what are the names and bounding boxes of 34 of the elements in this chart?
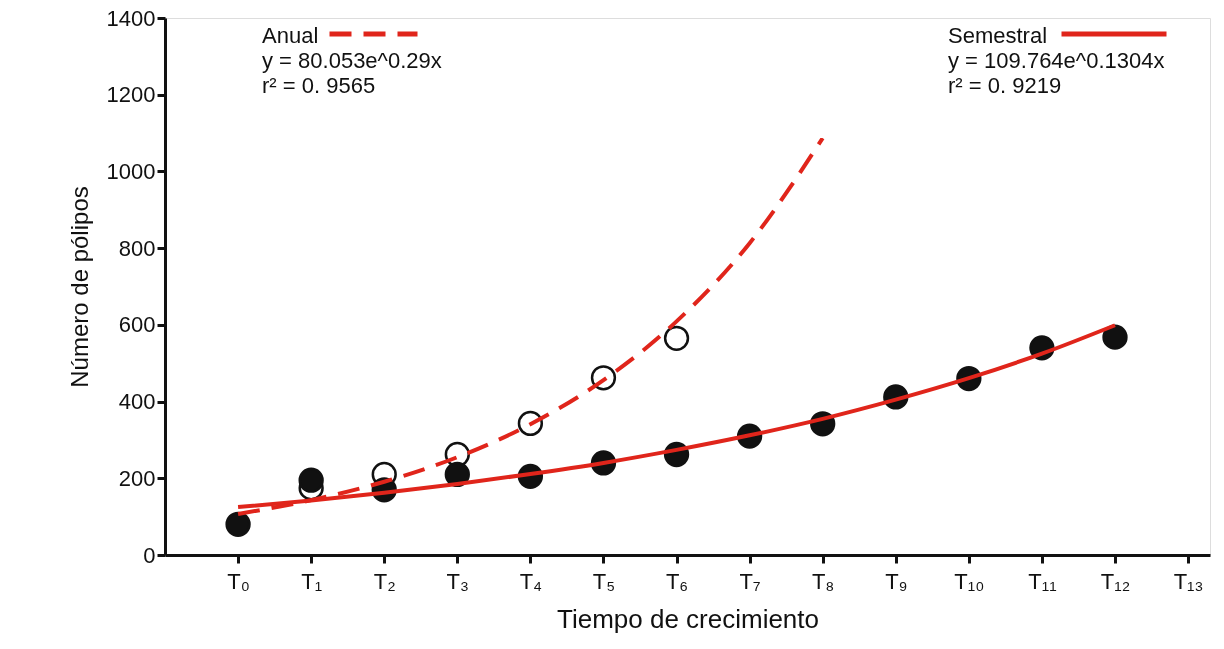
x-axis-title: Tiempo de crecimiento bbox=[556, 603, 820, 634]
y-tick-label: 400 bbox=[118, 389, 156, 415]
y-tick-label: 200 bbox=[118, 465, 156, 491]
annotation: r² = 0. 9565 bbox=[262, 73, 376, 98]
y-tick-label: 600 bbox=[118, 312, 156, 338]
x-tick-label: T₆ bbox=[665, 568, 689, 594]
legend-label: Semestral bbox=[948, 23, 1048, 48]
point bbox=[298, 467, 324, 493]
x-tick-label: T₂ bbox=[373, 568, 396, 594]
annotation: y = 109.764e^0.1304x bbox=[948, 48, 1165, 73]
point bbox=[225, 511, 251, 537]
y-tick-label: 1400 bbox=[106, 5, 156, 31]
y-tick-label: 1200 bbox=[106, 82, 156, 108]
point bbox=[1102, 324, 1128, 350]
y-tick-label: 800 bbox=[118, 235, 156, 261]
x-tick-label: T₉ bbox=[885, 568, 908, 594]
x-tick-label: T₁₃ bbox=[1173, 568, 1204, 594]
annotation: r² = 0. 9219 bbox=[948, 73, 1062, 98]
x-tick-label: T₄ bbox=[519, 568, 543, 594]
x-tick-label: T₃ bbox=[446, 568, 470, 594]
x-tick-label: T₈ bbox=[811, 568, 835, 594]
x-tick-label: T₁₀ bbox=[954, 568, 985, 594]
y-axis-title: Número de pólipos bbox=[65, 186, 93, 388]
x-tick-label: T₁ bbox=[301, 568, 323, 594]
annotation: y = 80.053e^0.29x bbox=[262, 48, 442, 73]
x-tick-label: T₀ bbox=[227, 568, 250, 594]
x-tick-label: T₁₂ bbox=[1100, 568, 1131, 594]
x-tick-label: T₇ bbox=[739, 568, 761, 594]
y-tick-label: 1000 bbox=[106, 158, 156, 184]
legend-label: Anual bbox=[262, 23, 319, 48]
point bbox=[663, 325, 690, 351]
y-tick-label: 0 bbox=[143, 542, 156, 568]
x-tick-label: T₅ bbox=[592, 568, 616, 594]
x-tick-label: T₁₁ bbox=[1028, 568, 1057, 594]
